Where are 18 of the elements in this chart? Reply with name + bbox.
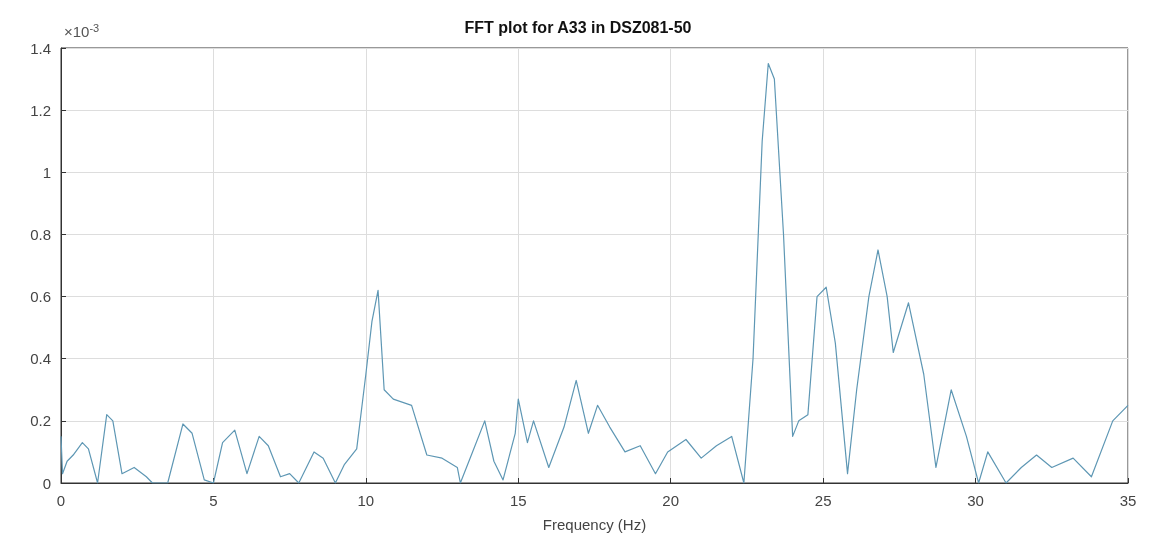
y-tick-label: 1: [42, 163, 51, 181]
y-tick-label: 1.4: [30, 39, 51, 57]
y-tick-label: 0: [42, 474, 51, 492]
x-axis-title: Frequency (Hz): [542, 516, 647, 533]
x-tick-label: 35: [1119, 492, 1137, 509]
x-tick-label: 20: [662, 492, 680, 509]
y-tick-label: 1.2: [30, 101, 51, 119]
y-tick-label: 0.4: [30, 350, 51, 368]
chart-title: FFT plot for A33 in DSZ081-50: [464, 18, 692, 36]
x-tick-label: 30: [967, 492, 984, 509]
y-tick-label: 0.6: [30, 288, 51, 306]
x-tick-label: 5: [209, 492, 218, 509]
x-tick-label: 25: [814, 492, 832, 509]
x-tick-label: 10: [357, 492, 375, 509]
x-tick-label: 0: [56, 492, 66, 509]
y-tick-label: 0.8: [30, 225, 51, 243]
y-tick-label: 0.2: [30, 412, 51, 430]
x-tick-label: 15: [509, 492, 527, 509]
